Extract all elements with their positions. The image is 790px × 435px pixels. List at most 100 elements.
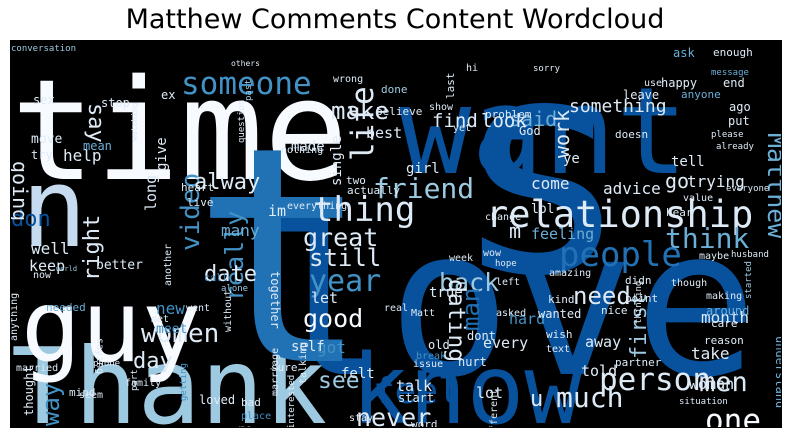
word-point: point <box>625 292 658 305</box>
word-someone: someone <box>181 66 312 102</box>
word-back: back <box>439 268 499 297</box>
word-seem: seem <box>79 390 103 401</box>
word-family: family <box>125 378 161 389</box>
word-long: long <box>142 175 160 211</box>
word-got: got <box>317 338 346 357</box>
word-old: old <box>428 338 450 352</box>
word-end: end <box>723 76 745 90</box>
word-word: word <box>411 418 438 427</box>
word-hi: hi <box>466 63 478 74</box>
word-much: much <box>556 381 623 414</box>
word-hurt: hurt <box>458 355 487 369</box>
word-come: come <box>531 174 570 193</box>
word-two: two <box>346 174 366 187</box>
word-call: call <box>204 273 228 284</box>
word-mind: mind <box>69 386 96 399</box>
word-enough: enough <box>713 46 753 59</box>
word-wanted: wanted <box>538 307 581 321</box>
word-making: making <box>706 291 742 302</box>
word-sure: sure <box>271 361 298 374</box>
word-problem: problem <box>485 108 532 121</box>
word-talking: talking <box>298 342 309 384</box>
word-partner: partner <box>615 356 662 369</box>
word-every: every <box>483 334 528 352</box>
word-matthew: Matthew <box>762 133 781 239</box>
word-know: know <box>351 334 582 427</box>
word-started: started <box>744 261 754 299</box>
word-im: im <box>268 202 286 220</box>
word-marriage: marriage <box>270 348 281 396</box>
word-watching: watching <box>130 102 139 141</box>
word-give: give <box>154 137 170 171</box>
word-hope: hope <box>495 259 517 269</box>
word-true: true <box>429 285 463 301</box>
word-around: around <box>706 304 749 318</box>
word-never: never <box>356 403 431 427</box>
word-ex: ex <box>161 88 175 102</box>
word-getting: getting <box>179 363 189 401</box>
word-don: don <box>11 207 51 232</box>
word-different: different <box>489 389 500 427</box>
word-life: life <box>345 86 381 161</box>
word-thinking: thinking <box>634 281 644 324</box>
word-look: look <box>481 110 527 132</box>
word-year: year <box>309 264 381 299</box>
word-ask: ask <box>673 46 695 60</box>
word-asked: asked <box>496 308 526 319</box>
word-woman: woman <box>689 375 734 393</box>
word-value: value <box>683 193 713 204</box>
word-show: show <box>429 102 454 113</box>
word-dont: dont <box>467 329 496 343</box>
word-many: many <box>221 221 260 240</box>
word-think: think <box>665 222 749 255</box>
word-video: video <box>176 173 206 251</box>
word-thank: Thank <box>11 326 327 427</box>
word-great: great <box>303 223 378 252</box>
word-hard: hard <box>509 310 545 328</box>
word-mean: mean <box>83 139 112 153</box>
word-month: month <box>701 308 749 327</box>
word-alone: alone <box>221 284 248 294</box>
word-last: last <box>444 73 457 100</box>
word-meet: meet <box>156 322 187 337</box>
word-n: n <box>21 144 87 272</box>
word-s: s <box>451 41 632 342</box>
word-re: re <box>237 423 253 427</box>
word-week: week <box>449 253 473 264</box>
word-person: person <box>599 362 711 398</box>
word-world: world <box>56 265 77 273</box>
word-self: self <box>291 339 325 355</box>
word-place: place <box>241 411 271 422</box>
word-thing: thing <box>313 190 415 230</box>
word-m: m <box>509 219 521 243</box>
word-way: way <box>37 383 65 426</box>
word-lol: lol <box>531 202 554 217</box>
word-phone: phone <box>93 359 120 369</box>
word-already: already <box>716 142 755 152</box>
word-even: even <box>389 424 449 427</box>
word-u: u <box>530 387 543 412</box>
word-though: though <box>671 278 707 289</box>
word-needed: needed <box>46 301 86 314</box>
word-others: others <box>231 59 260 68</box>
word-advice: advice <box>603 179 661 198</box>
word-married: married <box>16 363 58 374</box>
word-situation: situation <box>679 397 728 407</box>
word-better: better <box>96 258 143 273</box>
word-away: away <box>585 333 621 351</box>
word-wow: wow <box>483 248 502 259</box>
word-right: right <box>80 215 105 281</box>
word-well: well <box>31 239 70 258</box>
word-everyone: everyone <box>726 184 769 194</box>
word-part: part <box>130 369 140 391</box>
word-leave: leave <box>623 88 659 102</box>
word-lot: lot <box>476 384 503 402</box>
word-told: told <box>581 362 617 380</box>
word-reason: reason <box>704 334 744 347</box>
word-believe: believe <box>376 105 422 118</box>
word-actually: actually <box>347 184 400 197</box>
word-stop: stop <box>101 96 130 110</box>
word-relationship: relationship <box>486 193 753 236</box>
word-feeling: feeling <box>531 225 594 243</box>
